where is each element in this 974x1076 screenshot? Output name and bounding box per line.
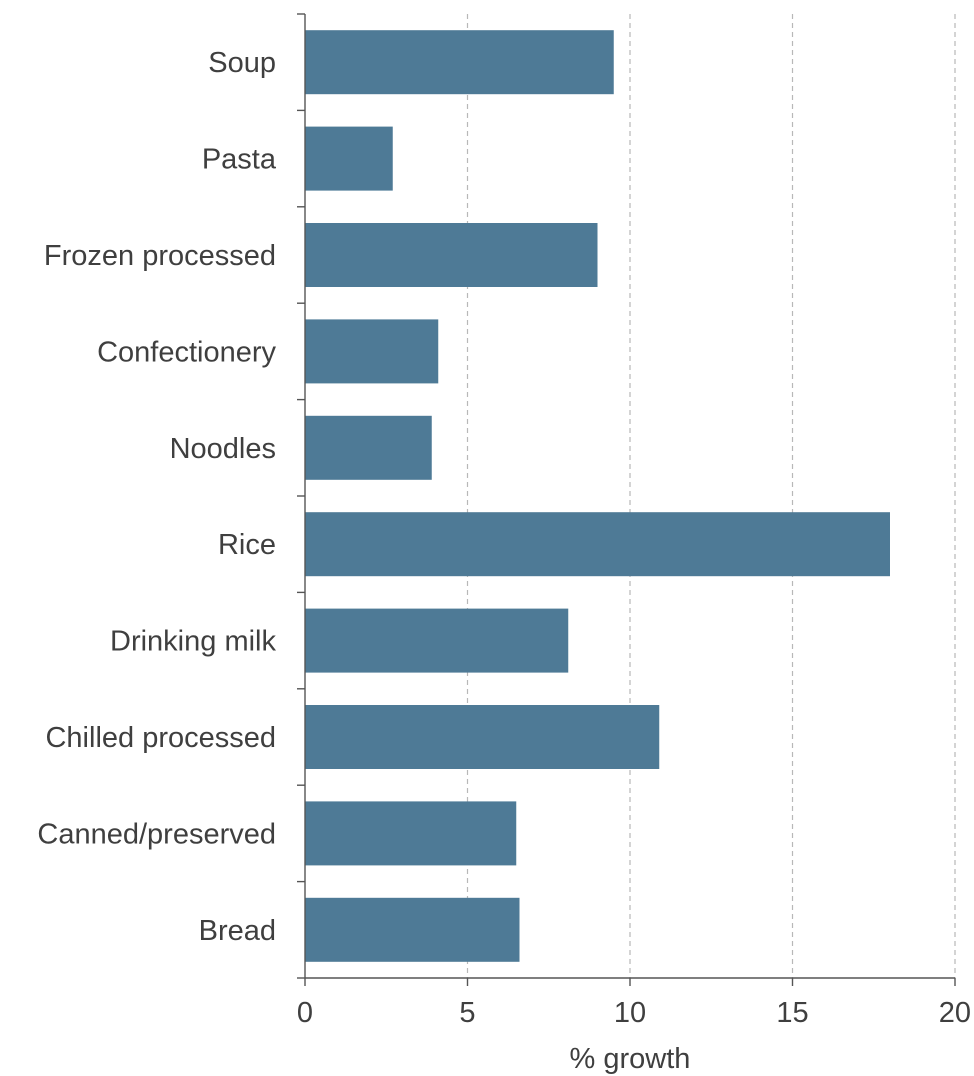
- x-tick-label: 20: [939, 997, 971, 1029]
- bar-rice: [305, 512, 890, 577]
- category-label: Canned/preserved: [37, 818, 276, 850]
- category-label: Pasta: [202, 144, 277, 176]
- category-label: Noodles: [170, 433, 276, 465]
- axes: [297, 13, 956, 986]
- category-label: Confectionery: [97, 336, 276, 368]
- category-label: Drinking milk: [110, 626, 276, 658]
- bar-frozen-processed: [305, 223, 598, 287]
- bar-confectionery: [305, 319, 439, 384]
- category-labels: Soup Pasta Frozen processed Confectionery No…: [37, 47, 276, 947]
- bar-soup: [305, 30, 614, 95]
- category-label: Rice: [218, 529, 276, 561]
- bar-chilled-processed: [305, 705, 660, 769]
- x-tick-label: 5: [459, 997, 475, 1029]
- bar-bread: [305, 897, 520, 962]
- bar-canned-preserved: [305, 801, 517, 866]
- bar-noodles: [305, 415, 432, 480]
- bar-pasta: [305, 126, 393, 191]
- x-tick-label: 10: [614, 997, 646, 1029]
- x-tick-label: 0: [297, 997, 313, 1029]
- category-label: Chilled processed: [45, 722, 276, 754]
- category-label: Bread: [199, 915, 276, 947]
- x-tick-label: 15: [776, 997, 808, 1029]
- category-label: Frozen processed: [44, 240, 276, 272]
- bars: [305, 30, 890, 962]
- x-axis-title: % growth: [570, 1043, 691, 1075]
- category-label: Soup: [208, 47, 276, 79]
- x-tick-labels: 0 5 10 15 20: [297, 997, 971, 1029]
- gridlines: [466, 14, 956, 978]
- bar-drinking-milk: [305, 608, 569, 673]
